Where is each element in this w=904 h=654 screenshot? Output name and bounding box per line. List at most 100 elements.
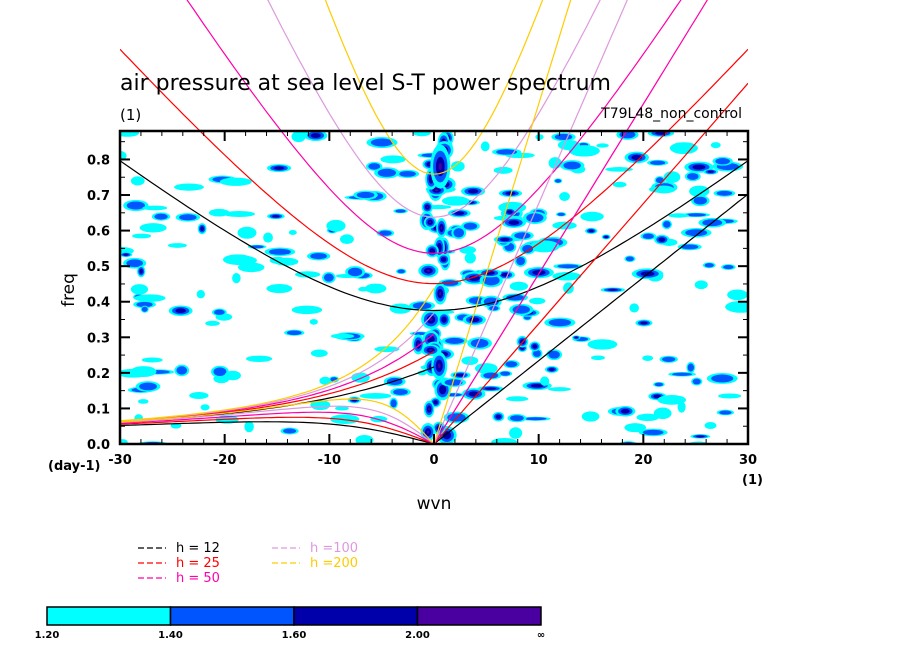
power-contour xyxy=(693,196,707,205)
colorbar-segment xyxy=(416,606,542,626)
power-contour xyxy=(463,222,478,230)
power-contour xyxy=(142,205,168,211)
y-axis-label: freq xyxy=(59,273,79,307)
x-unit-label: (1) xyxy=(742,473,763,488)
power-contour xyxy=(358,286,368,292)
power-contour xyxy=(395,209,406,213)
power-contour xyxy=(139,382,157,391)
power-contour xyxy=(412,332,427,336)
power-contour xyxy=(506,396,529,402)
power-contour xyxy=(612,181,627,188)
x-axis-label: wvn xyxy=(417,494,452,514)
power-contour xyxy=(451,161,465,172)
power-contour xyxy=(530,383,544,388)
power-contour xyxy=(283,428,297,434)
subtitle-right: T79L48_non_control xyxy=(600,106,742,122)
y-tick-label: 0.2 xyxy=(87,367,110,382)
power-contour xyxy=(454,211,465,216)
power-contour xyxy=(580,211,604,222)
power-contour xyxy=(374,346,400,353)
power-contour xyxy=(464,252,476,264)
power-contour xyxy=(444,379,463,386)
power-contour xyxy=(710,142,721,149)
y-tick-labels: 0.0 0.1 0.2 0.3 0.4 0.5 0.6 0.7 0.8 xyxy=(87,153,110,453)
power-contour xyxy=(412,131,431,137)
power-contour xyxy=(719,410,732,415)
power-contour xyxy=(426,269,430,272)
kelvin-wave-curve xyxy=(433,82,748,444)
colorbar-label: 1.40 xyxy=(158,630,183,641)
power-contour xyxy=(137,399,149,404)
power-contour xyxy=(359,393,392,399)
power-contour xyxy=(330,333,355,339)
power-contour xyxy=(568,145,600,157)
power-contour xyxy=(548,367,555,372)
power-contour xyxy=(552,272,582,281)
power-contour xyxy=(694,280,708,290)
power-contour xyxy=(272,214,280,218)
power-contour xyxy=(474,363,498,374)
power-contour xyxy=(506,294,525,301)
power-contour xyxy=(500,371,511,376)
power-contour xyxy=(245,355,273,363)
power-contour xyxy=(224,370,241,381)
power-contour xyxy=(642,355,654,361)
power-contour xyxy=(574,336,579,339)
power-contour xyxy=(557,212,565,216)
colorbar: 1.20 1.40 1.60 2.00 ∞ xyxy=(35,606,545,641)
power-contour xyxy=(668,213,689,218)
x-tick-label: -30 xyxy=(108,453,132,468)
power-contour xyxy=(286,330,302,335)
power-contour xyxy=(368,163,381,170)
power-contour xyxy=(200,226,205,232)
power-contour xyxy=(625,256,634,262)
y-tick-label: 0.5 xyxy=(87,260,110,275)
power-contour xyxy=(495,414,501,419)
power-contour xyxy=(692,164,706,170)
power-contour xyxy=(711,374,734,383)
power-contour xyxy=(213,367,227,376)
power-contour xyxy=(604,235,609,239)
power-contour xyxy=(469,317,480,323)
power-contour xyxy=(692,378,701,385)
power-contour xyxy=(506,210,513,214)
colorbar-label: ∞ xyxy=(537,630,545,641)
power-contour xyxy=(510,415,524,422)
power-contour xyxy=(356,191,375,199)
power-contour xyxy=(505,361,518,368)
power-contour xyxy=(552,221,577,230)
power-contour xyxy=(393,388,408,396)
power-contour xyxy=(459,246,477,254)
power-contour xyxy=(636,413,660,422)
x-tick-label: -20 xyxy=(213,453,237,468)
power-contour xyxy=(680,244,699,250)
rossby-wave-curve xyxy=(120,411,435,444)
power-contour xyxy=(389,303,412,314)
power-contour xyxy=(426,430,430,434)
power-contour xyxy=(323,273,334,282)
power-contour xyxy=(685,213,707,217)
power-contour xyxy=(715,158,730,165)
power-contour xyxy=(687,363,694,372)
power-contour xyxy=(563,161,581,170)
power-contour xyxy=(607,288,619,291)
power-contour xyxy=(134,294,166,302)
power-contour xyxy=(120,150,127,161)
power-contour xyxy=(532,344,538,349)
inertia-gravity-curve xyxy=(324,0,544,175)
power-contour xyxy=(179,214,197,221)
power-contour xyxy=(219,177,252,186)
power-contour xyxy=(273,166,285,170)
power-contour xyxy=(591,355,605,361)
power-contour xyxy=(370,138,394,147)
power-contour xyxy=(493,166,513,174)
legend-label: h =100 xyxy=(310,541,358,556)
power-contour xyxy=(482,275,500,286)
power-contour xyxy=(496,149,518,155)
power-contour xyxy=(429,221,432,224)
power-contour xyxy=(309,318,318,325)
power-contour xyxy=(509,427,523,439)
power-contour xyxy=(727,289,748,301)
dispersion-curves xyxy=(120,0,748,444)
mixed-rossby-gravity-curve xyxy=(120,287,435,422)
